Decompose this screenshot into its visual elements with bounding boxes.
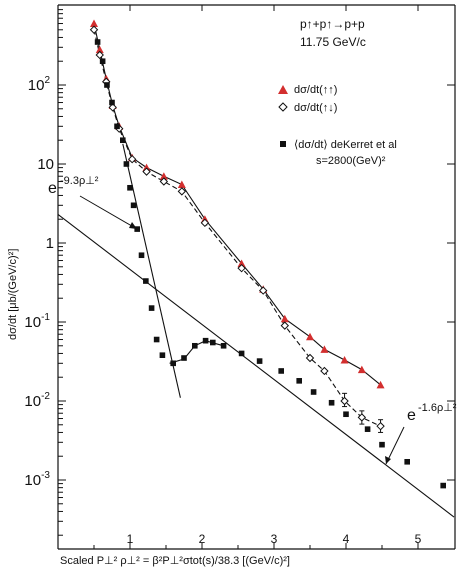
- annotation-shallow-arrowhead: [385, 456, 391, 464]
- point-dekerret: [148, 305, 155, 311]
- point-dekerret: [343, 411, 349, 418]
- point-antiparallel: [200, 218, 210, 228]
- point-dekerret: [99, 58, 106, 65]
- point-dekerret: [278, 368, 284, 374]
- y-axis-title: dσ/dt [μb/(GeV/c)²]: [7, 249, 19, 340]
- y-tick-label: 10-2: [24, 391, 50, 410]
- point-parallel: [306, 332, 314, 341]
- point-antiparallel: [357, 413, 367, 422]
- reaction-label: p↑+p↑→p+p: [300, 17, 365, 31]
- y-tick-label: 10-3: [24, 470, 50, 489]
- x-tick-label: 2: [199, 532, 206, 546]
- x-tick-label: 4: [343, 532, 350, 546]
- point-dekerret: [170, 360, 176, 367]
- point-antiparallel: [127, 154, 137, 164]
- point-antiparallel: [305, 353, 315, 363]
- point-parallel: [237, 259, 246, 268]
- annotation-steep-arrowhead: [129, 222, 137, 229]
- fit-lines: [57, 23, 455, 518]
- point-dekerret: [138, 252, 145, 259]
- legend-label-antiparallel: dσ/dt(↑↓): [294, 102, 337, 114]
- point-parallel: [142, 163, 151, 172]
- point-dekerret: [210, 339, 216, 346]
- point-dekerret: [256, 358, 263, 364]
- y-tick-label: 10: [37, 156, 54, 173]
- point-parallel: [159, 172, 168, 180]
- point-dekerret: [123, 161, 130, 167]
- point-dekerret: [202, 337, 209, 344]
- point-dekerret: [220, 342, 227, 349]
- point-parallel: [280, 314, 289, 323]
- point-dekerret: [159, 352, 166, 358]
- point-parallel: [376, 380, 385, 389]
- annotation-steep-arrow: [79, 195, 138, 230]
- point-dekerret: [440, 482, 446, 489]
- point-dekerret: [104, 82, 110, 88]
- legend-sublabel-dekerret: s=2800(GeV)²: [316, 155, 386, 167]
- point-antiparallel: [320, 366, 329, 376]
- legend-label-parallel: dσ/dt(↑↑): [294, 84, 337, 96]
- annotation-steep-exponent: -9.3ρ⊥²: [60, 175, 99, 187]
- point-parallel: [95, 45, 104, 54]
- x-axis-title: Scaled P⊥² ρ⊥² = β²P⊥²σtot(s)/38.3 [(GeV…: [60, 555, 290, 567]
- point-dekerret: [120, 137, 126, 144]
- point-parallel: [340, 356, 349, 364]
- legend-marker-antiparallel: [278, 102, 288, 112]
- axis-ticks: 1 2 3 4 5 102 10 1 10-1 10-2 10-3: [24, 5, 455, 549]
- point-dekerret: [94, 39, 101, 45]
- point-antiparallel: [89, 25, 99, 34]
- point-parallel: [357, 365, 366, 374]
- point-dekerret: [143, 278, 149, 284]
- point-dekerret: [328, 399, 335, 406]
- point-antiparallel: [280, 321, 290, 330]
- point-antiparallel: [95, 50, 104, 60]
- fit-line-shallow: [57, 213, 455, 518]
- point-dekerret: [192, 342, 198, 349]
- point-antiparallel: [177, 187, 187, 196]
- point-antiparallel: [159, 177, 169, 186]
- point-dekerret: [379, 441, 385, 448]
- x-tick-label: 3: [271, 532, 278, 546]
- annotation-shallow-exponent: -1.6ρ⊥²: [418, 402, 457, 414]
- point-antiparallel: [108, 103, 117, 112]
- y-tick-label: 10-1: [24, 312, 50, 331]
- point-parallel: [177, 180, 186, 189]
- data-marks: [89, 19, 446, 489]
- legend-marker-dekerret: [280, 141, 286, 147]
- y-tick-label: 1: [46, 235, 54, 252]
- point-dekerret: [181, 355, 187, 361]
- point-dekerret: [296, 378, 302, 384]
- legend: dσ/dt(↑↑) dσ/dt(↑↓) ⟨dσ/dt⟩ deKerret et …: [278, 84, 397, 167]
- x-tick-label: 1: [127, 532, 134, 546]
- x-tick-label: 5: [415, 532, 422, 546]
- legend-label-dekerret: ⟨dσ/dt⟩ deKerret et al: [294, 139, 397, 151]
- point-dekerret: [127, 184, 133, 191]
- legend-marker-parallel: [278, 85, 288, 94]
- annotation-shallow: e -1.6ρ⊥²: [385, 402, 457, 465]
- point-antiparallel: [376, 421, 385, 431]
- point-antiparallel: [340, 396, 349, 406]
- point-parallel: [90, 19, 98, 28]
- y-tick-label: 102: [28, 75, 51, 94]
- point-antiparallel: [237, 263, 246, 273]
- point-dekerret: [130, 202, 137, 209]
- point-antiparallel: [258, 286, 268, 295]
- point-dekerret: [153, 336, 160, 343]
- point-dekerret: [238, 350, 245, 357]
- point-parallel: [320, 345, 329, 353]
- point-dekerret: [134, 226, 140, 232]
- plot-area: [57, 4, 456, 550]
- point-dekerret: [114, 123, 120, 130]
- annotation-shallow-arrow: [385, 426, 405, 465]
- annotation-steep-base: e: [48, 180, 57, 197]
- point-dekerret: [364, 426, 371, 432]
- point-antiparallel: [142, 167, 151, 176]
- beam-momentum-label: 11.75 GeV/c: [300, 35, 366, 49]
- point-dekerret: [404, 458, 410, 465]
- point-dekerret: [310, 389, 317, 395]
- annotation-steep: e -9.3ρ⊥²: [48, 175, 138, 230]
- annotation-shallow-base: e: [407, 407, 416, 424]
- point-dekerret: [109, 99, 115, 106]
